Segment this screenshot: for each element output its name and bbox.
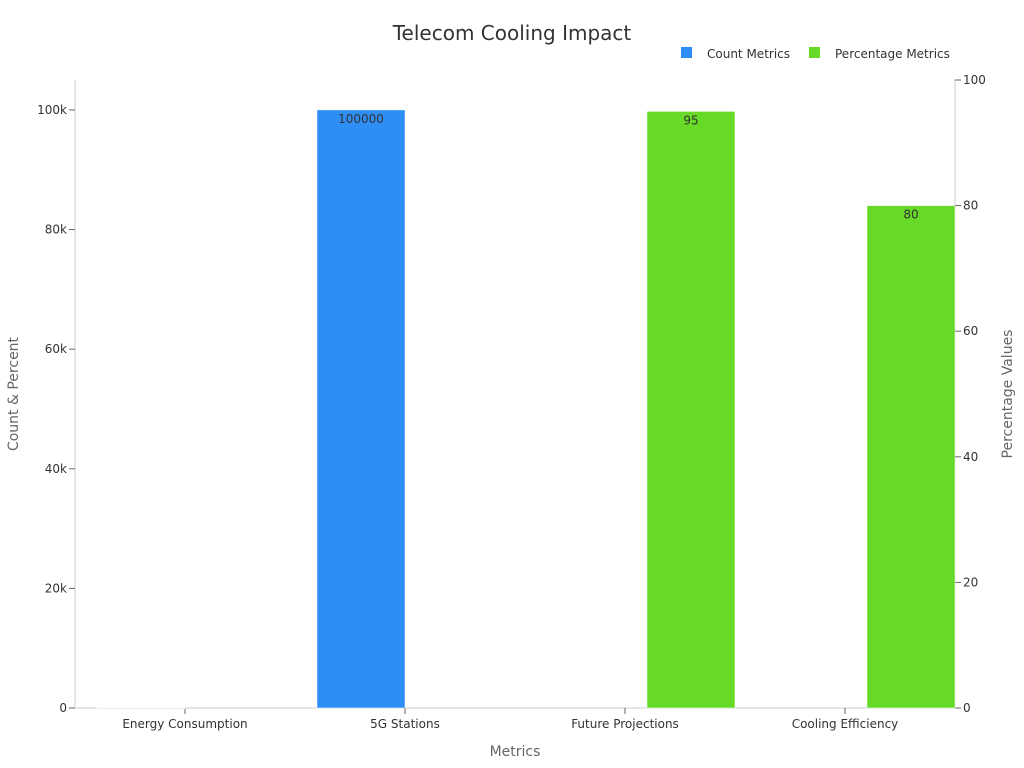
x-axis-ticks: Energy Consumption 5G Stations Future Proj… (122, 708, 898, 731)
bar-labels: 100000 95 80 (338, 112, 919, 222)
left-tick-label: 60k (45, 342, 67, 356)
x-tick-label: Future Projections (571, 717, 679, 731)
chart-title: Telecom Cooling Impact (392, 21, 632, 45)
right-axis-title: Percentage Values (1000, 330, 1016, 459)
right-tick-label: 100 (963, 73, 986, 87)
right-tick-label: 20 (963, 575, 978, 589)
bar-count-metrics (316, 109, 406, 709)
left-tick-label: 20k (45, 581, 67, 595)
left-tick-label: 40k (45, 462, 67, 476)
bar-value-label: 80 (903, 208, 918, 222)
left-tick-label: 0 (59, 701, 67, 715)
bar-count-metrics (96, 707, 186, 710)
right-tick-label: 60 (963, 324, 978, 338)
x-axis-title: Metrics (490, 744, 541, 760)
left-tick-label: 100k (37, 103, 67, 117)
legend-label-percentage: Percentage Metrics (835, 47, 950, 61)
right-tick-label: 0 (963, 701, 971, 715)
bar-value-label: 100000 (338, 112, 384, 126)
x-tick-label: Cooling Efficiency (792, 717, 899, 731)
legend-swatch-count (681, 47, 692, 58)
left-axis-title: Count & Percent (6, 336, 22, 451)
right-tick-label: 40 (963, 450, 978, 464)
bars (96, 109, 956, 710)
x-tick-label: 5G Stations (370, 717, 440, 731)
left-axis-ticks: 0 20k 40k 60k 80k 100k (37, 103, 75, 715)
legend-swatch-percentage (809, 47, 820, 58)
right-tick-label: 80 (963, 199, 978, 213)
legend: Count Metrics Percentage Metrics (681, 47, 950, 61)
right-axis-ticks: 0 20 40 60 80 100 (955, 73, 986, 715)
bar-percentage-metrics (646, 111, 736, 709)
bar-percentage-metrics (866, 205, 956, 709)
legend-label-count: Count Metrics (707, 47, 790, 61)
bar-value-label: 95 (683, 113, 698, 127)
left-tick-label: 80k (45, 223, 67, 237)
x-tick-label: Energy Consumption (122, 717, 247, 731)
